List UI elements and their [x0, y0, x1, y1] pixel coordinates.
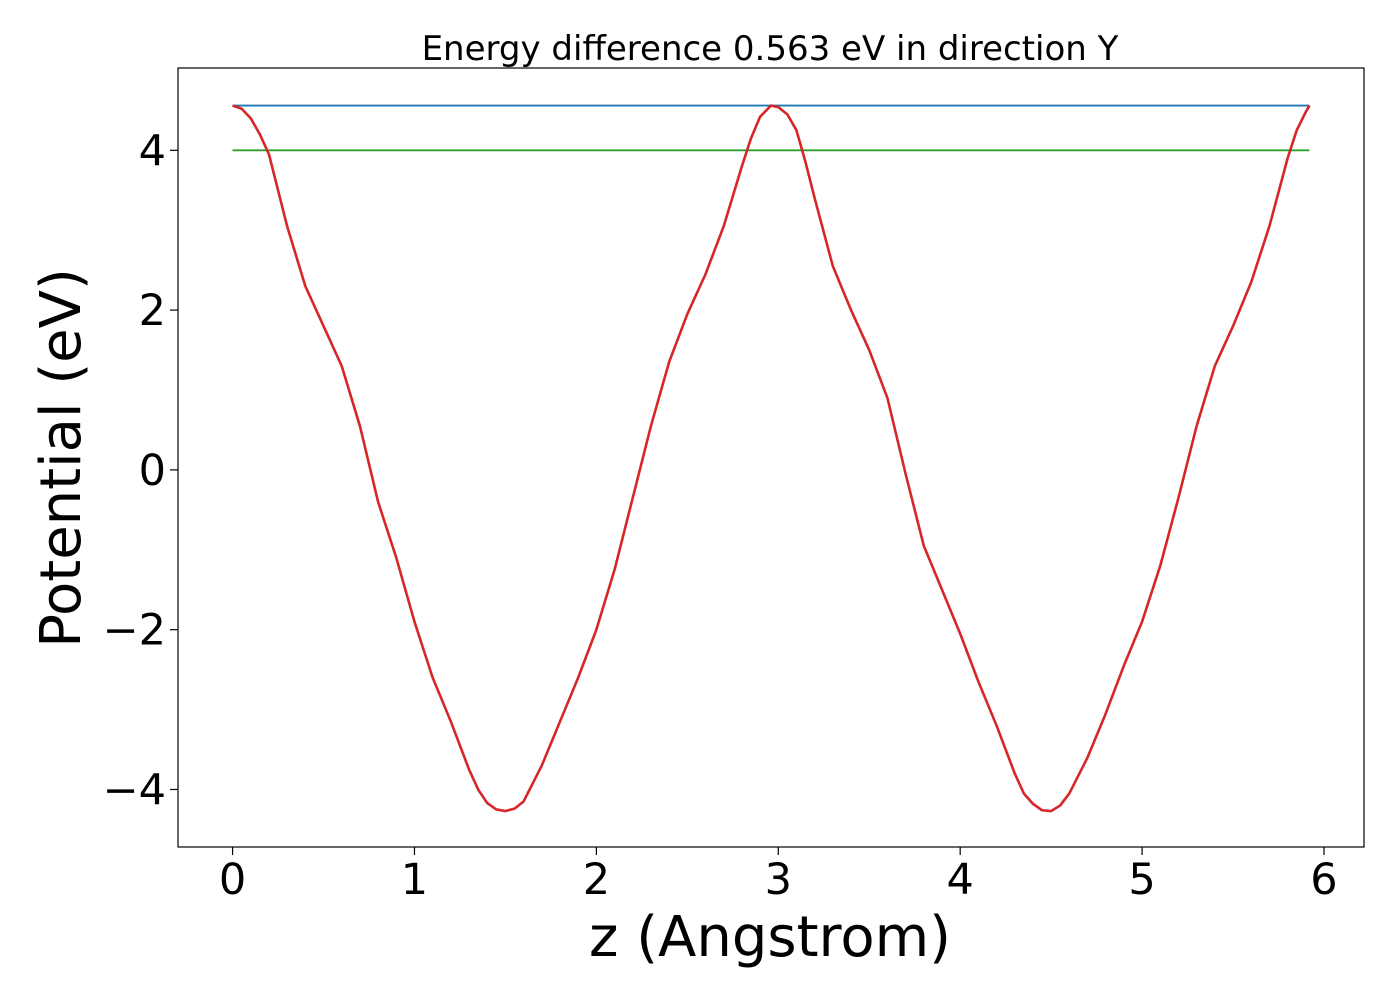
- x-axis-label: z (Angstrom): [589, 905, 951, 970]
- y-axis-label: Potential (eV): [29, 268, 94, 648]
- y-axis-ticks: −4 −2 0 2 4: [103, 126, 178, 815]
- series-line-3: [232, 104, 1311, 813]
- x-tick-label: 1: [401, 855, 428, 905]
- y-tick-label: 0: [139, 446, 166, 496]
- y-tick-label: 2: [139, 286, 166, 336]
- x-tick-label: 3: [765, 855, 792, 905]
- y-tick-label: −4: [103, 765, 166, 815]
- x-axis-ticks: 0 1 2 3 4 5 6: [219, 847, 1338, 905]
- plot-lines: [232, 104, 1311, 813]
- x-tick-label: 0: [219, 855, 246, 905]
- y-tick-label: −2: [103, 606, 166, 656]
- chart-title: Energy difference 0.563 eV in direction …: [422, 29, 1119, 69]
- x-tick-label: 4: [946, 855, 973, 905]
- x-tick-label: 2: [583, 855, 610, 905]
- y-tick-label: 4: [139, 126, 166, 176]
- plot-frame: [177, 67, 1365, 848]
- x-tick-label: 6: [1310, 855, 1337, 905]
- x-tick-label: 5: [1128, 855, 1155, 905]
